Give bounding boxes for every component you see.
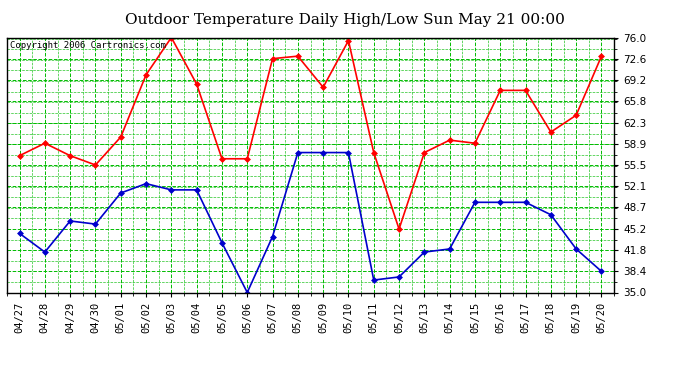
Text: Outdoor Temperature Daily High/Low Sun May 21 00:00: Outdoor Temperature Daily High/Low Sun M… [125, 13, 565, 27]
Text: Copyright 2006 Cartronics.com: Copyright 2006 Cartronics.com [10, 41, 166, 50]
